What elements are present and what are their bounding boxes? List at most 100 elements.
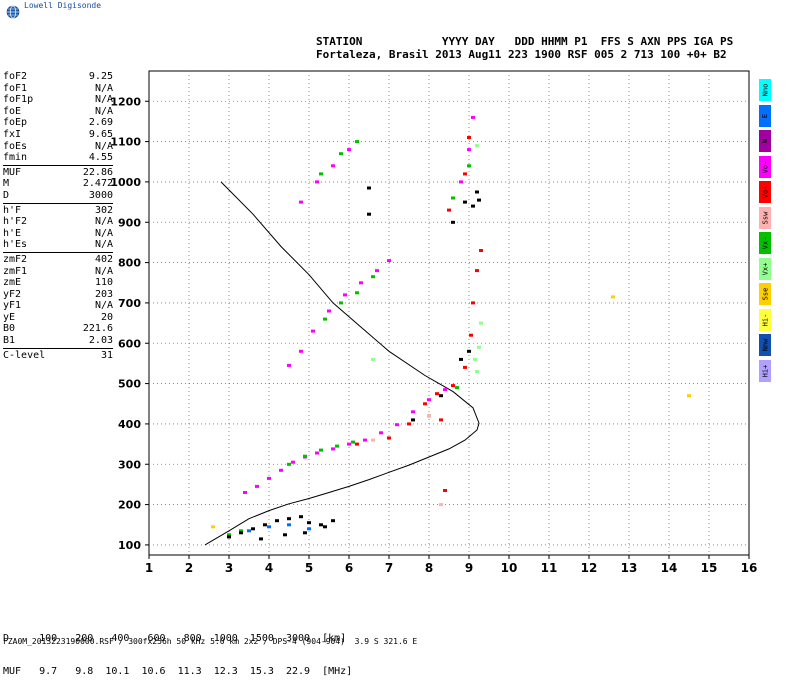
legend-item: Vx-: [759, 232, 771, 254]
data-point: [471, 115, 475, 119]
data-point: [315, 180, 319, 184]
globe-icon: [6, 4, 20, 23]
data-point: [451, 220, 455, 224]
data-point: [287, 517, 291, 521]
param-name: foEp: [3, 117, 28, 129]
data-point: [287, 462, 291, 466]
param-name: yE: [3, 311, 16, 323]
param-name: zmE: [3, 277, 22, 289]
legend-label: Hi+: [761, 364, 769, 377]
data-point: [319, 448, 323, 452]
data-point: [427, 414, 431, 418]
y-tick-label: 1100: [110, 136, 141, 149]
param-name: M: [3, 178, 10, 190]
data-point: [347, 442, 351, 446]
x-tick-label: 5: [305, 561, 313, 575]
data-point: [275, 519, 279, 523]
param-name: foE: [3, 105, 22, 117]
param-name: h'E: [3, 227, 22, 239]
param-row: C-level 31: [3, 350, 113, 362]
param-row: zmF1 N/A: [3, 266, 113, 278]
param-separator: [3, 251, 113, 253]
param-row: fmin 4.55: [3, 152, 113, 164]
param-name: fmin: [3, 152, 28, 164]
param-value: 110: [94, 277, 113, 289]
x-tick-label: 6: [345, 561, 353, 575]
data-point: [279, 468, 283, 472]
legend-label: E: [761, 113, 769, 118]
param-row: h'F2 N/A: [3, 216, 113, 228]
y-tick-label: 800: [118, 257, 141, 270]
data-point: [315, 451, 319, 455]
data-point: [451, 384, 455, 388]
param-row: h'F 302: [3, 205, 113, 217]
data-point: [303, 454, 307, 458]
param-value: 9.65: [88, 128, 113, 140]
data-point: [227, 535, 231, 539]
footer-info: FZA0M_2013223190000.RSF / 300fx256h 50 k…: [3, 637, 418, 646]
legend-label: Nnw: [761, 338, 769, 352]
data-point: [311, 329, 315, 333]
data-point: [395, 423, 399, 427]
data-point: [227, 533, 231, 537]
data-point: [387, 259, 391, 263]
data-point: [463, 200, 467, 204]
data-point: [407, 422, 411, 426]
legend-item: Ssw: [759, 206, 771, 229]
param-value: 31: [100, 349, 113, 361]
plot-frame: [148, 70, 750, 556]
x-tick-label: 4: [265, 561, 273, 575]
data-point: [479, 249, 483, 252]
y-tick-label: 600: [118, 337, 141, 350]
data-point: [371, 275, 375, 279]
param-name: fxI: [3, 128, 22, 140]
data-point: [477, 345, 481, 349]
param-name: zmF1: [3, 265, 28, 277]
param-name: MUF: [3, 166, 22, 178]
legend-item: W: [759, 130, 771, 152]
param-row: foEs N/A: [3, 141, 113, 153]
data-point: [239, 529, 243, 533]
data-point: [263, 523, 267, 527]
param-row: B1 2.03: [3, 335, 113, 347]
param-name: D: [3, 189, 10, 201]
data-point: [243, 491, 247, 494]
y-tick-label: 400: [118, 418, 141, 431]
param-value: N/A: [94, 227, 113, 239]
data-point: [471, 301, 475, 305]
legend-item: Vo+: [759, 181, 771, 203]
data-point: [387, 436, 391, 440]
data-point: [287, 523, 291, 527]
legend-item: Nno: [759, 79, 771, 101]
y-tick-label: 100: [118, 539, 141, 552]
param-value: 3000: [88, 189, 113, 201]
param-row: yF2 203: [3, 289, 113, 301]
x-tick-label: 8: [425, 561, 433, 575]
data-point: [319, 523, 323, 527]
param-name: zmF2: [3, 253, 28, 265]
data-point: [471, 204, 475, 208]
param-value: 4.55: [88, 152, 113, 164]
data-point: [467, 164, 471, 168]
data-point: [363, 438, 367, 442]
param-name: C-level: [3, 349, 46, 361]
data-point: [355, 442, 359, 446]
data-point: [443, 388, 447, 392]
data-point: [463, 365, 467, 369]
data-point: [335, 444, 339, 448]
legend: Nno E W Vo- Vo+ Ssw Vx- Vx+ Sse Hi- Nnw Hi+: [759, 79, 771, 385]
data-point: [251, 527, 255, 531]
x-tick-label: 7: [385, 561, 393, 575]
x-tick-label: 13: [621, 561, 638, 575]
y-tick-label: 1000: [110, 176, 141, 189]
data-point: [267, 476, 271, 480]
data-point: [371, 438, 375, 442]
data-point: [475, 370, 479, 373]
param-row: M 2.472: [3, 178, 113, 190]
x-tick-label: 15: [701, 561, 718, 575]
legend-item: Vo-: [759, 155, 771, 178]
x-tick-label: 16: [741, 561, 758, 575]
data-point: [467, 148, 471, 152]
param-value: N/A: [94, 94, 113, 106]
param-row: foE N/A: [3, 106, 113, 118]
